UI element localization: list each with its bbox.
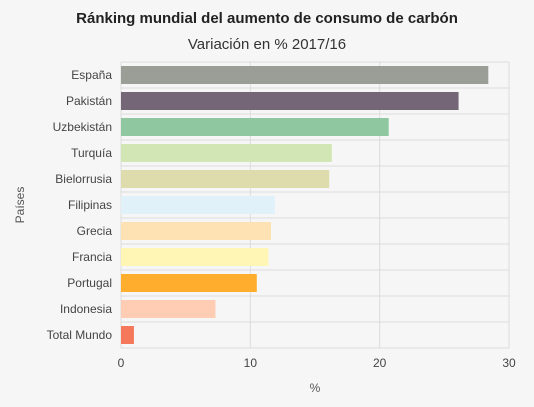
- x-tick-label: 20: [373, 356, 387, 370]
- bar-indonesia[interactable]: [121, 300, 216, 318]
- category-label: Francia: [72, 250, 112, 264]
- category-label: Bielorrusia: [55, 172, 112, 186]
- bar-bielorrusia[interactable]: [121, 170, 330, 188]
- x-tick-label: 10: [244, 356, 258, 370]
- bar-francia[interactable]: [121, 248, 269, 266]
- category-label: Indonesia: [60, 302, 112, 316]
- x-tick-labels: 0 10 20 30: [118, 356, 516, 370]
- bar-turquía[interactable]: [121, 144, 332, 162]
- bar-españa[interactable]: [121, 66, 489, 84]
- bar-total-mundo[interactable]: [121, 326, 134, 344]
- category-label: Total Mundo: [47, 328, 113, 342]
- category-label: Uzbekistán: [53, 120, 112, 134]
- category-label: España: [71, 68, 112, 82]
- x-tick-label: 30: [502, 356, 516, 370]
- category-label: Filipinas: [68, 198, 112, 212]
- bar-uzbekistán[interactable]: [121, 118, 389, 136]
- bar-pakistán[interactable]: [121, 92, 459, 110]
- x-axis-label: %: [310, 381, 321, 395]
- bar-portugal[interactable]: [121, 274, 257, 292]
- category-label: Grecia: [77, 224, 113, 238]
- bar-filipinas[interactable]: [121, 196, 275, 214]
- bars: [121, 66, 489, 344]
- y-axis-label: Países: [13, 187, 27, 224]
- chart-title: Ránking mundial del aumento de consumo d…: [76, 10, 458, 27]
- bar-grecia[interactable]: [121, 222, 272, 240]
- category-labels: España Pakistán Uzbekistán Turquía Bielorrus…: [47, 68, 113, 342]
- x-tick-label: 0: [118, 356, 125, 370]
- category-label: Portugal: [67, 276, 112, 290]
- chart-subtitle: Variación en % 2017/16: [187, 36, 347, 53]
- category-label: Pakistán: [66, 94, 112, 108]
- category-label: Turquía: [71, 146, 112, 160]
